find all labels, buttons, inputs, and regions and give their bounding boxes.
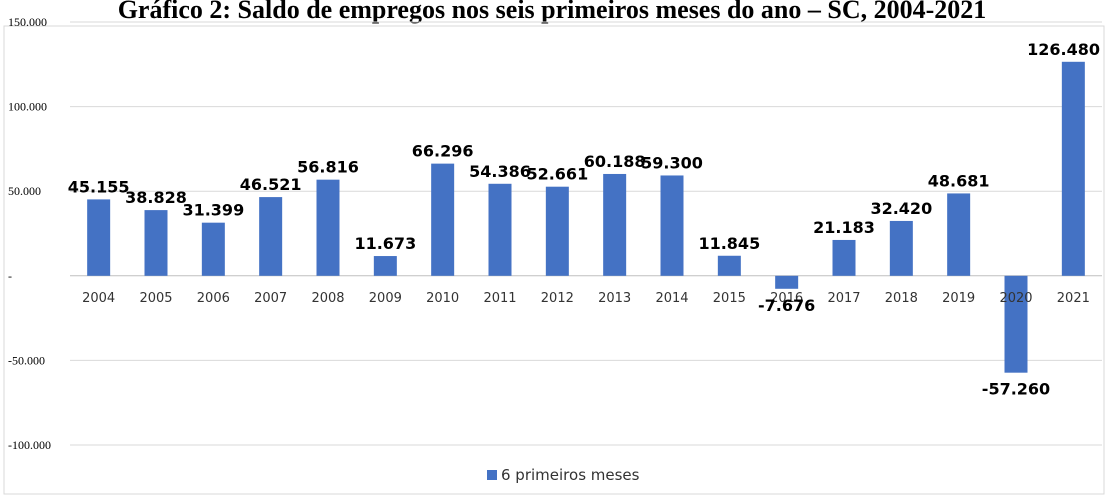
x-tick-label: 2007 — [254, 291, 287, 306]
x-tick-label: 2013 — [598, 291, 631, 306]
bar — [87, 199, 111, 276]
x-tick-label: 2004 — [82, 291, 115, 306]
bar — [832, 239, 856, 276]
bar — [488, 183, 512, 276]
bar — [1061, 61, 1085, 276]
data-label: 11.673 — [354, 234, 416, 253]
legend-label: 6 primeiros meses — [501, 466, 640, 484]
bar — [201, 222, 225, 276]
bar — [144, 210, 168, 276]
y-axis-ticks: 150.000 100.000 50.000 - -50.000 -100.000 — [8, 15, 51, 452]
x-tick-label: 2008 — [311, 291, 344, 306]
bar — [717, 255, 741, 276]
data-label: 48.681 — [928, 171, 990, 190]
data-label: 11.845 — [698, 234, 760, 253]
data-label: 56.816 — [297, 158, 359, 177]
y-tick-label: - — [8, 269, 12, 283]
bar — [660, 175, 684, 276]
data-label: 32.420 — [870, 199, 932, 218]
bars — [87, 61, 1085, 373]
x-tick-label: 2018 — [885, 291, 918, 306]
plot-frame — [3, 25, 1105, 495]
legend: 6 primeiros meses — [487, 466, 640, 484]
bar — [316, 179, 340, 276]
data-label: 54.386 — [469, 162, 531, 181]
x-tick-label: 2019 — [942, 291, 975, 306]
x-tick-label: 2010 — [426, 291, 459, 306]
x-tick-label: 2012 — [541, 291, 574, 306]
data-label: 66.296 — [412, 142, 474, 161]
y-tick-label: 100.000 — [8, 100, 47, 114]
x-tick-label: 2020 — [999, 291, 1032, 306]
x-tick-label: 2005 — [139, 291, 172, 306]
bar — [545, 186, 569, 276]
y-tick-label: -100.000 — [8, 438, 51, 452]
data-label: 21.183 — [813, 218, 875, 237]
data-label: 45.155 — [68, 177, 130, 196]
x-tick-label: 2006 — [197, 291, 230, 306]
x-tick-label: 2009 — [369, 291, 402, 306]
x-tick-label: 2015 — [713, 291, 746, 306]
data-label: 46.521 — [240, 175, 302, 194]
legend-swatch — [487, 470, 497, 480]
bar — [373, 256, 397, 276]
y-tick-label: 150.000 — [8, 15, 47, 29]
bar — [259, 197, 283, 276]
data-label: 59.300 — [641, 153, 703, 172]
data-label: 38.828 — [125, 188, 187, 207]
x-axis-ticks: 2004 2005 2006 2007 2008 2009 2010 2011 2012 2013… — [82, 291, 1090, 306]
bar — [603, 173, 627, 276]
data-label: 31.399 — [182, 201, 244, 220]
gridlines — [70, 21, 1102, 446]
x-tick-label: 2021 — [1057, 291, 1090, 306]
x-tick-label: 2016 — [770, 291, 803, 306]
bar — [1004, 275, 1028, 373]
data-label: 60.188 — [584, 152, 646, 171]
y-tick-label: 50.000 — [8, 184, 41, 198]
y-tick-label: -50.000 — [8, 353, 45, 367]
x-tick-label: 2014 — [655, 291, 688, 306]
data-label: -57.260 — [982, 380, 1050, 399]
bar — [889, 220, 913, 276]
chart-title: Gráfico 2: Saldo de empregos nos seis pr… — [118, 0, 987, 24]
x-tick-label: 2011 — [483, 291, 516, 306]
data-label: -7.676 — [758, 296, 815, 315]
bar — [775, 275, 799, 289]
data-label: 52.661 — [526, 165, 588, 184]
bar — [431, 163, 455, 276]
x-tick-label: 2017 — [827, 291, 860, 306]
bar — [947, 193, 971, 276]
data-label: 126.480 — [1027, 40, 1100, 59]
